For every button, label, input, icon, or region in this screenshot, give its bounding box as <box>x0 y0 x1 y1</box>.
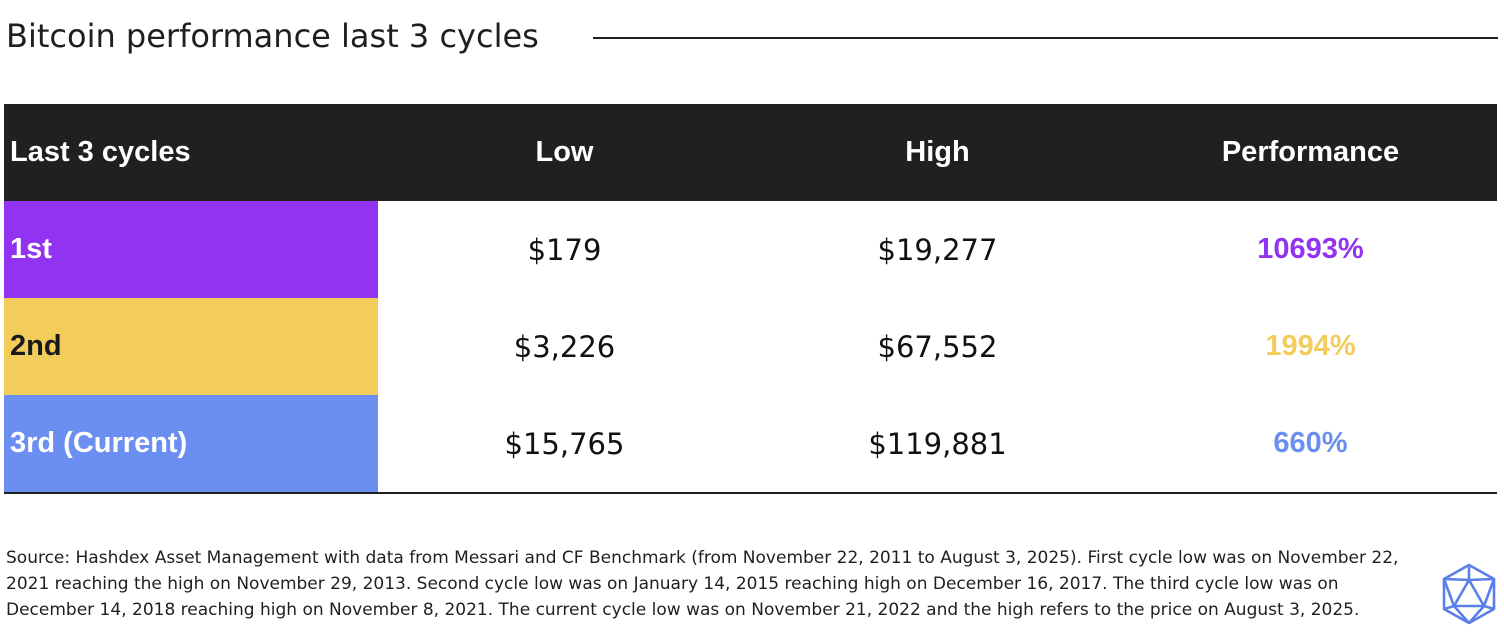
low-value: $15,765 <box>378 395 751 494</box>
page-title: Bitcoin performance last 3 cycles <box>6 17 539 55</box>
performance-value: 1994% <box>1265 330 1356 362</box>
title-row: Bitcoin performance last 3 cycles <box>6 14 1498 58</box>
table-row: 3rd (Current) $15,765 $119,881 660% <box>4 395 1497 494</box>
header-high: High <box>751 104 1124 201</box>
table-row: 2nd $3,226 $67,552 1994% <box>4 298 1497 395</box>
header-low: Low <box>378 104 751 201</box>
header-cycles: Last 3 cycles <box>4 104 378 201</box>
high-value: $19,277 <box>877 232 998 267</box>
high-value: $119,881 <box>751 395 1124 494</box>
source-note: Source: Hashdex Asset Management with da… <box>6 548 1399 620</box>
low-value: $3,226 <box>513 329 616 364</box>
performance-table: Last 3 cycles Low High Performance 1st $… <box>4 104 1497 494</box>
low-value: $179 <box>527 232 602 267</box>
cycle-label: 3rd (Current) <box>4 395 378 494</box>
header-performance: Performance <box>1124 104 1497 201</box>
cycle-label: 1st <box>4 201 378 298</box>
table-header-row: Last 3 cycles Low High Performance <box>4 104 1497 201</box>
performance-value: 10693% <box>1257 233 1364 265</box>
high-value: $67,552 <box>877 329 998 364</box>
cycle-label: 2nd <box>4 298 378 395</box>
hashdex-logo-icon <box>1442 563 1496 625</box>
performance-value: 660% <box>1124 395 1497 494</box>
title-divider <box>592 37 1498 39</box>
table-row: 1st $179 $19,277 10693% <box>4 201 1497 298</box>
